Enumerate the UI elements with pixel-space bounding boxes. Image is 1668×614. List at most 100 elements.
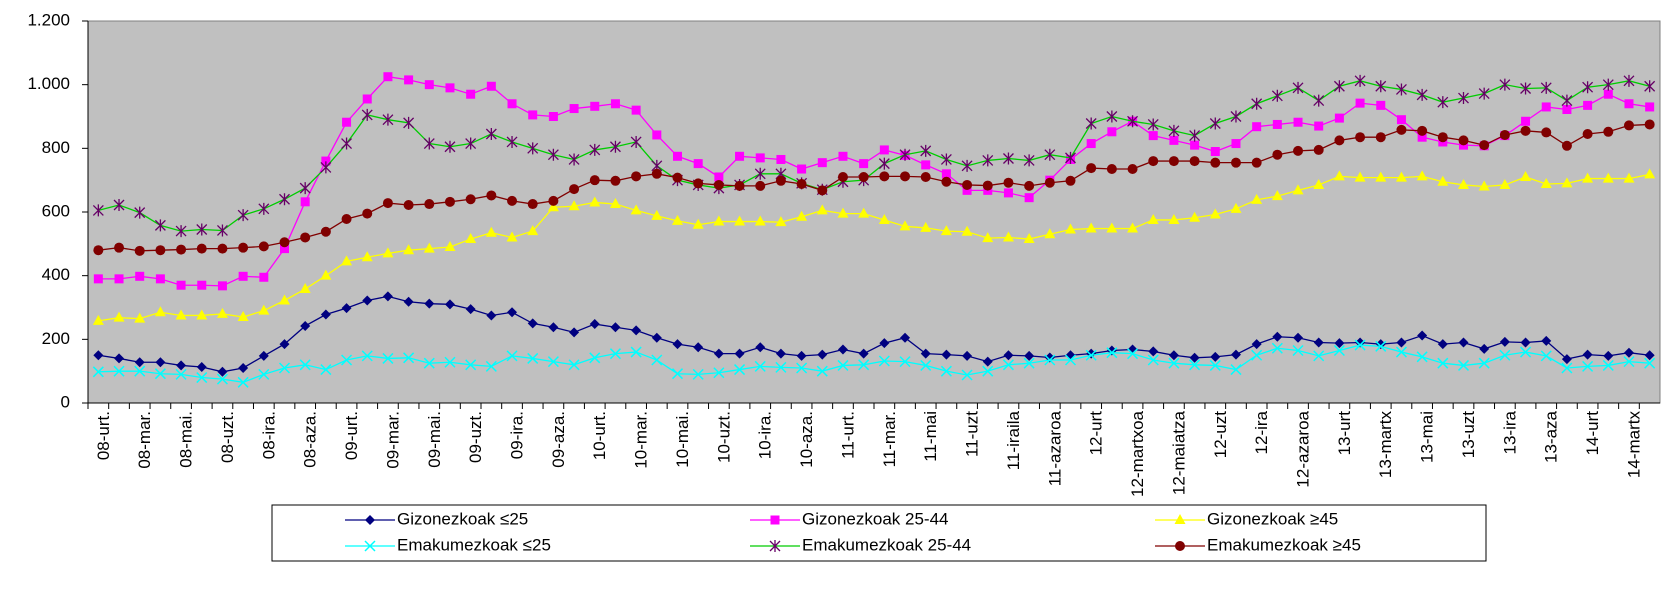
marker	[1375, 132, 1386, 143]
marker	[507, 195, 518, 206]
marker	[1085, 222, 1097, 233]
marker	[527, 142, 539, 155]
marker	[796, 210, 808, 221]
marker	[424, 80, 434, 90]
marker	[1561, 354, 1572, 365]
marker	[1085, 117, 1097, 130]
marker	[796, 178, 807, 189]
marker	[1251, 193, 1263, 204]
marker	[920, 144, 932, 157]
marker	[1417, 330, 1428, 341]
marker	[93, 350, 104, 361]
marker	[775, 348, 786, 359]
marker	[465, 304, 476, 315]
marker	[403, 296, 414, 307]
marker	[1582, 81, 1594, 94]
x-tick-label: 09-ira.	[508, 411, 527, 459]
marker	[1582, 360, 1594, 372]
marker	[837, 171, 848, 182]
marker	[258, 241, 269, 252]
marker	[1293, 332, 1304, 343]
marker	[1251, 339, 1262, 350]
marker	[92, 204, 104, 217]
marker	[1520, 337, 1531, 348]
marker	[879, 338, 890, 349]
legend-marker	[1174, 514, 1186, 524]
marker	[899, 220, 911, 231]
marker	[217, 281, 227, 291]
marker	[196, 372, 208, 384]
x-tick-label: 09-urt.	[342, 411, 361, 460]
marker	[817, 349, 828, 360]
marker	[383, 72, 393, 82]
marker	[1168, 156, 1179, 167]
marker	[589, 196, 601, 207]
marker	[1044, 177, 1055, 188]
marker	[93, 274, 103, 284]
marker	[796, 362, 808, 374]
marker	[940, 153, 952, 166]
marker	[1293, 117, 1303, 127]
x-tick-label: 10-aza.	[797, 411, 816, 468]
marker	[466, 89, 476, 99]
marker	[1375, 171, 1387, 182]
marker	[1458, 92, 1469, 105]
marker	[423, 137, 435, 150]
marker	[196, 362, 207, 373]
marker	[1479, 140, 1490, 151]
marker	[1395, 83, 1407, 96]
marker	[1003, 350, 1014, 361]
marker	[1189, 359, 1201, 371]
x-tick-label: 13-aza	[1542, 410, 1561, 463]
x-tick-label: 13-urt	[1335, 411, 1354, 456]
marker	[961, 369, 973, 381]
marker	[1209, 359, 1221, 371]
marker	[1541, 102, 1551, 112]
marker	[1044, 148, 1056, 161]
marker	[775, 175, 786, 186]
marker	[528, 110, 538, 120]
marker	[1065, 223, 1076, 234]
marker	[652, 130, 662, 140]
marker	[859, 159, 869, 169]
marker	[341, 214, 352, 225]
marker	[1437, 339, 1448, 350]
x-tick-label: 08-aza.	[301, 411, 320, 468]
marker	[259, 272, 269, 282]
marker	[1003, 177, 1014, 188]
legend-label: Gizonezkoak ≤25	[397, 509, 528, 528]
marker	[1644, 357, 1656, 369]
marker	[569, 327, 580, 338]
marker	[1355, 98, 1365, 108]
marker	[444, 196, 455, 207]
marker	[1168, 213, 1180, 224]
marker	[755, 153, 765, 163]
marker	[382, 247, 394, 258]
marker	[1437, 175, 1449, 186]
x-tick-label: 09-mai.	[425, 411, 444, 468]
marker	[713, 179, 724, 190]
marker	[486, 81, 496, 91]
marker	[1209, 117, 1221, 130]
marker	[610, 175, 621, 186]
marker	[258, 202, 270, 215]
marker	[362, 295, 373, 306]
x-tick-label: 08-mai.	[177, 411, 196, 468]
marker	[361, 108, 373, 121]
marker	[548, 195, 559, 206]
marker	[1210, 147, 1220, 157]
marker	[113, 198, 125, 211]
marker	[920, 348, 931, 359]
marker	[1271, 190, 1283, 201]
marker	[423, 242, 435, 253]
marker	[692, 218, 704, 229]
legend-box	[271, 504, 1487, 562]
marker	[238, 271, 248, 281]
marker	[1644, 350, 1655, 361]
x-tick-label: 10-mai.	[673, 411, 692, 468]
marker	[1107, 127, 1117, 137]
marker	[1313, 178, 1325, 189]
marker	[1396, 337, 1407, 348]
marker	[1168, 357, 1180, 369]
marker	[1148, 131, 1158, 141]
